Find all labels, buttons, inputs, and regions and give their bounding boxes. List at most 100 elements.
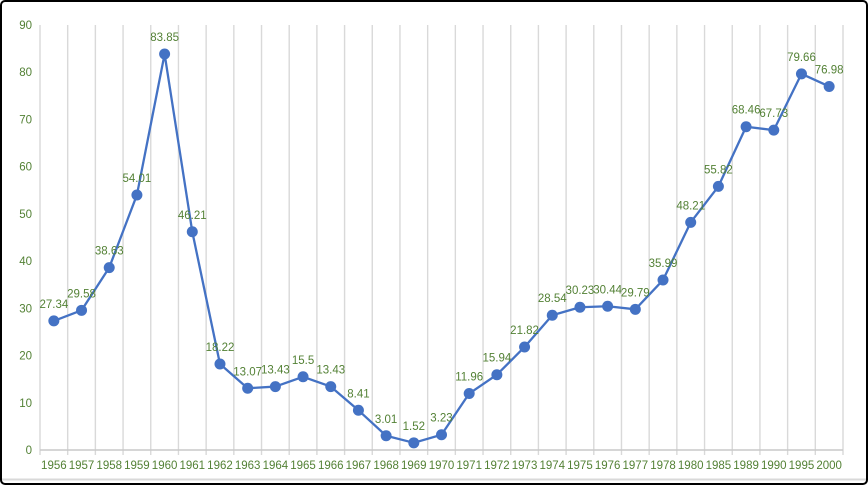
x-axis-tick-label: 1970: [429, 460, 455, 472]
y-axis-tick-label: 60: [19, 162, 32, 174]
x-axis-tick-label: 1995: [789, 460, 815, 472]
data-point-marker: [380, 430, 392, 442]
data-point-label: 68.46: [732, 105, 761, 117]
x-axis-tick-label: 1974: [539, 460, 565, 472]
data-point-marker: [103, 262, 115, 274]
data-point-label: 67.73: [759, 108, 788, 120]
data-point-marker: [795, 68, 807, 80]
x-axis-tick-label: 1990: [761, 460, 787, 472]
data-point-marker: [463, 388, 475, 400]
y-axis-tick-label: 0: [26, 445, 32, 457]
data-point-marker: [685, 216, 697, 228]
data-point-label: 76.98: [815, 64, 844, 76]
data-point-label: 1.52: [403, 421, 425, 433]
y-axis-tick-label: 10: [19, 398, 32, 410]
data-point-marker: [242, 382, 254, 394]
data-point-label: 55.82: [704, 164, 733, 176]
data-point-label: 21.82: [510, 325, 539, 337]
data-point-marker: [491, 369, 503, 381]
data-point-marker: [712, 180, 724, 192]
data-point-label: 79.66: [787, 52, 816, 64]
y-axis-tick-label: 30: [19, 303, 32, 315]
data-point-label: 8.41: [347, 388, 369, 400]
data-point-marker: [352, 404, 364, 416]
y-axis-tick-label: 80: [19, 67, 32, 79]
x-axis-tick-label: 1967: [346, 460, 372, 472]
data-point-marker: [408, 437, 420, 449]
data-point-label: 30.23: [566, 285, 595, 297]
data-point-marker: [768, 124, 780, 136]
data-point-label: 18.22: [206, 342, 235, 354]
x-axis-tick-label: 1964: [263, 460, 289, 472]
x-axis-tick-label: 1963: [235, 460, 261, 472]
y-axis-tick-label: 20: [19, 351, 32, 363]
data-point-marker: [131, 189, 143, 201]
x-axis-tick-label: 1962: [207, 460, 233, 472]
series-line: [52, 52, 831, 444]
y-axis-tick-label: 50: [19, 209, 32, 221]
data-point-marker: [436, 429, 447, 441]
y-axis-tick-label: 70: [19, 114, 32, 126]
data-point-label: 38.63: [95, 246, 124, 258]
x-axis-tick-label: 1977: [623, 460, 649, 472]
x-axis-tick-label: 1958: [96, 460, 122, 472]
x-axis-tick-label: 1980: [678, 460, 704, 472]
x-axis-tick-label: 1961: [179, 460, 205, 472]
data-point-label: 54.01: [123, 173, 152, 185]
data-point-label: 83.85: [150, 32, 179, 44]
x-axis-tick-label: 1957: [69, 460, 95, 472]
x-axis-tick-label: 1968: [373, 460, 399, 472]
x-axis-tick-label: 1989: [733, 460, 759, 472]
data-point-marker: [574, 301, 586, 313]
data-point-label: 27.34: [39, 299, 68, 311]
data-point-label: 29.79: [621, 287, 650, 299]
data-point-label: 15.5: [292, 355, 314, 367]
data-point-label: 3.01: [375, 414, 397, 426]
data-point-marker: [76, 304, 88, 316]
x-axis-tick-label: 1985: [706, 460, 732, 472]
data-point-marker: [519, 341, 531, 353]
data-point-marker: [823, 80, 835, 92]
y-axis-tick-label: 40: [19, 256, 32, 268]
data-point-label: 13.43: [316, 365, 345, 377]
data-point-label: 48.21: [676, 200, 705, 212]
x-axis-tick-label: 1973: [512, 460, 538, 472]
data-point-marker: [546, 309, 558, 321]
data-point-marker: [629, 303, 641, 315]
data-point-label: 13.43: [261, 365, 290, 377]
y-axis-tick-label: 90: [19, 20, 32, 32]
data-point-marker: [269, 381, 281, 393]
x-axis-tick-label: 1969: [401, 460, 427, 472]
x-axis-tick-label: 2000: [816, 460, 842, 472]
data-point-label: 46.21: [178, 210, 207, 222]
data-point-marker: [325, 381, 337, 393]
x-axis-tick-label: 1975: [567, 460, 593, 472]
x-axis-tick-label: 1966: [318, 460, 344, 472]
x-axis-tick-label: 1960: [152, 460, 178, 472]
data-point-marker: [214, 358, 226, 370]
data-point-label: 3.23: [430, 413, 452, 425]
data-point-label: 35.99: [649, 258, 678, 270]
x-axis-tick-label: 1965: [290, 460, 316, 472]
data-point-label: 11.96: [455, 372, 483, 384]
data-point-marker: [159, 48, 171, 60]
x-axis-tick-label: 1971: [456, 460, 482, 472]
data-point-label: 28.54: [538, 293, 567, 305]
data-point-marker: [740, 121, 752, 133]
data-point-marker: [186, 226, 198, 238]
x-axis-tick-label: 1972: [484, 460, 510, 472]
data-point-label: 13.07: [233, 366, 262, 378]
data-point-label: 29.58: [67, 288, 96, 300]
data-point-label: 15.94: [482, 353, 511, 365]
x-axis-tick-label: 1956: [41, 460, 67, 472]
x-axis-tick-label: 1978: [650, 460, 676, 472]
x-axis-tick-label: 1976: [595, 460, 621, 472]
data-point-marker: [602, 300, 614, 312]
data-point-label: 30.44: [593, 284, 622, 296]
data-point-marker: [657, 274, 669, 286]
data-point-marker: [48, 315, 60, 327]
x-axis-tick-label: 1959: [124, 460, 150, 472]
data-point-marker: [297, 371, 309, 383]
